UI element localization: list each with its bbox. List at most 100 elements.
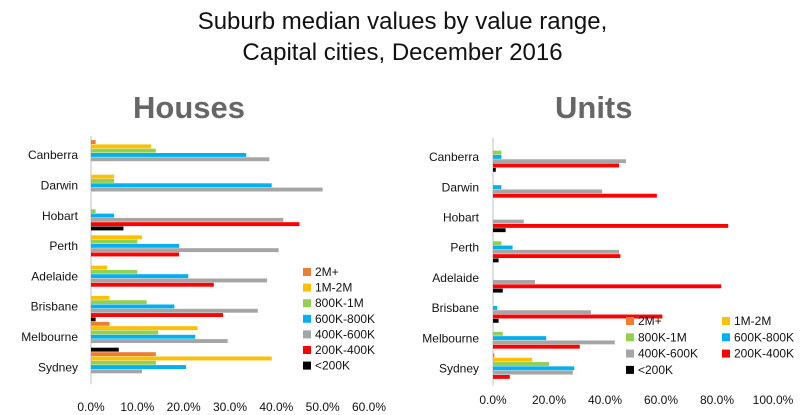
title-line-1: Suburb median values by value range, xyxy=(197,8,608,35)
houses-legend-swatch xyxy=(303,330,311,339)
houses-panel-title: Houses xyxy=(133,90,245,125)
units-x-tick-label: 0.0% xyxy=(479,393,507,407)
units-bar xyxy=(493,331,503,336)
houses-category-label: Melbourne xyxy=(21,330,78,344)
houses-bar xyxy=(91,252,180,257)
houses-x-tick-label: 0.0% xyxy=(77,400,105,414)
units-legend-label: 400K-600K xyxy=(638,347,698,361)
houses-bar xyxy=(91,317,96,322)
houses-legend-swatch xyxy=(303,283,311,292)
units-legend-swatch xyxy=(626,333,634,342)
units-bar xyxy=(493,228,506,233)
units-bar xyxy=(493,314,663,319)
units-legend-label: 800K-1M xyxy=(638,330,687,344)
units-legend-label: 600K-800K xyxy=(734,330,794,344)
houses-legend-label: <200K xyxy=(315,359,350,373)
houses-bar xyxy=(91,144,152,149)
chart-title: Suburb median values by value range, Cap… xyxy=(0,6,805,68)
units-legend-swatch xyxy=(722,349,730,358)
houses-bar xyxy=(91,222,300,227)
houses-legend-label: 200K-400K xyxy=(315,343,375,357)
units-bar xyxy=(493,340,615,345)
units-bar xyxy=(493,318,499,323)
houses-bar xyxy=(91,226,124,231)
units-legend-swatch xyxy=(722,317,730,325)
units-bar xyxy=(493,154,502,159)
houses-legend-label: 600K-800K xyxy=(315,312,375,326)
units-bar xyxy=(493,370,573,375)
houses-category-label: Brisbane xyxy=(31,300,79,314)
units-category-label: Perth xyxy=(450,241,479,255)
houses-bar xyxy=(91,304,175,309)
houses-bar xyxy=(91,269,138,274)
units-legend-label: <200K xyxy=(638,363,673,377)
units-legend-swatch xyxy=(626,317,634,325)
units-bar xyxy=(493,167,496,172)
houses-category-label: Hobart xyxy=(42,209,79,223)
houses-bar xyxy=(91,248,279,253)
houses-legend-label: 1M-2M xyxy=(315,281,352,295)
units-x-tick-label: 40.0% xyxy=(588,393,622,407)
houses-bar xyxy=(91,339,228,343)
houses-bar xyxy=(91,217,284,222)
units-category-label: Brisbane xyxy=(432,301,480,315)
units-legend-swatch xyxy=(626,365,634,374)
houses-category-label: Adelaide xyxy=(31,269,78,283)
houses-category-label: Perth xyxy=(49,239,78,253)
houses-bar xyxy=(91,209,96,214)
units-bar xyxy=(493,163,619,168)
houses-bar xyxy=(91,352,156,357)
houses-bar xyxy=(91,334,196,339)
houses-bar xyxy=(91,365,186,369)
houses-category-label: Canberra xyxy=(28,148,78,162)
units-bar xyxy=(493,284,722,289)
units-category-label: Sydney xyxy=(439,362,479,376)
houses-bar xyxy=(91,300,147,305)
units-panel-title: Units xyxy=(555,90,633,125)
units-category-label: Adelaide xyxy=(432,271,479,285)
units-bar xyxy=(493,223,729,228)
units-bar xyxy=(493,254,621,259)
units-legend-label: 200K-400K xyxy=(734,347,794,361)
houses-x-tick-label: 10.0% xyxy=(120,400,154,414)
houses-bar xyxy=(91,360,156,365)
units-bar xyxy=(493,245,513,250)
units-bar xyxy=(493,366,575,371)
houses-bar xyxy=(91,187,323,192)
houses-bar xyxy=(91,313,224,317)
units-bar xyxy=(493,310,591,315)
houses-x-tick-label: 50.0% xyxy=(306,400,340,414)
houses-legend-swatch xyxy=(303,299,311,308)
houses-bar xyxy=(91,326,198,331)
units-bar xyxy=(493,362,549,366)
houses-bar xyxy=(91,274,189,279)
units-bar xyxy=(493,258,499,263)
units-bar xyxy=(493,288,503,293)
units-category-label: Melbourne xyxy=(422,331,479,345)
houses-bar xyxy=(91,347,119,352)
houses-bar xyxy=(91,140,96,144)
title-line-2: Capital cities, December 2016 xyxy=(242,39,563,66)
units-category-label: Hobart xyxy=(443,211,480,225)
houses-bar xyxy=(91,369,142,374)
houses-bar xyxy=(91,295,110,300)
units-bar xyxy=(493,219,524,224)
units-bar xyxy=(493,357,533,362)
houses-legend-label: 800K-1M xyxy=(315,296,364,310)
houses-bar xyxy=(91,308,258,313)
units-category-label: Canberra xyxy=(429,150,479,164)
houses-legend-swatch xyxy=(303,314,311,323)
houses-bar xyxy=(91,213,115,218)
houses-legend-label: 400K-600K xyxy=(315,327,375,341)
units-x-tick-label: 80.0% xyxy=(700,393,734,407)
units-x-tick-label: 60.0% xyxy=(644,393,678,407)
units-category-label: Darwin xyxy=(442,180,479,194)
units-bar xyxy=(493,305,498,310)
houses-bar xyxy=(91,330,159,335)
houses-legend-swatch xyxy=(303,361,311,370)
houses-legend-label: 2M+ xyxy=(315,265,339,279)
houses-legend-swatch xyxy=(303,268,311,276)
houses-category-label: Darwin xyxy=(41,178,78,192)
houses-bar xyxy=(91,356,272,361)
